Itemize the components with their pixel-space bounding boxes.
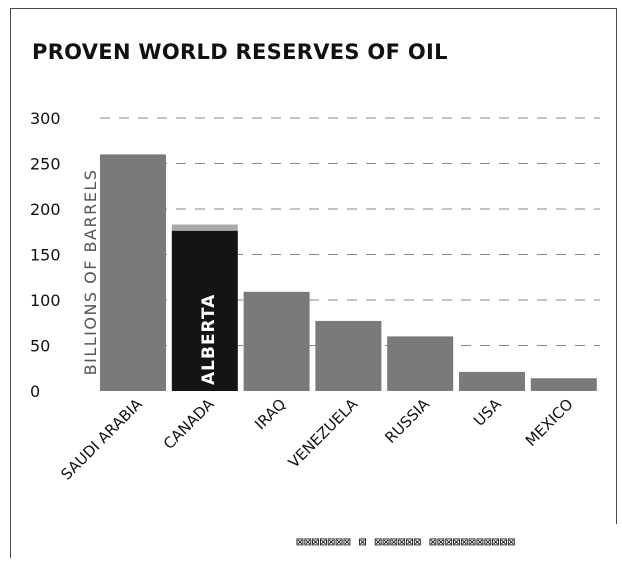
y-axis-label: BILLIONS OF BARRELS bbox=[81, 169, 100, 376]
bar bbox=[243, 291, 310, 391]
x-tick-label: RUSSIA bbox=[381, 395, 433, 447]
x-tick-label: MEXICO bbox=[522, 395, 577, 450]
source-credit: ⊠⊠⊠⊠⊠⊠⊠ ⊠ ⊠⊠⊠⊠⊠⊠ ⊠⊠⊠⊠⊠⊠⊠⊠⊠⊠⊠ bbox=[296, 535, 516, 550]
y-tick-label: 200 bbox=[30, 200, 61, 219]
x-tick-label: IRAQ bbox=[251, 395, 289, 433]
y-tick-label: 250 bbox=[30, 155, 61, 174]
bar bbox=[530, 378, 597, 391]
bar-remainder bbox=[171, 224, 238, 231]
y-tick-label: 0 bbox=[30, 382, 40, 401]
x-tick-label: CANADA bbox=[160, 395, 218, 453]
chart-frame bbox=[10, 8, 616, 558]
highlight-label: ALBERTA bbox=[199, 294, 219, 385]
y-tick-label: 150 bbox=[30, 246, 61, 265]
bar bbox=[100, 154, 166, 391]
bar-highlight bbox=[171, 230, 238, 391]
bar bbox=[459, 371, 525, 391]
chart-title: PROVEN WORLD RESERVES OF OIL bbox=[32, 40, 448, 64]
x-tick-label: SAUDI ARABIA bbox=[57, 395, 146, 484]
x-tick-label: VENEZUELA bbox=[285, 395, 362, 472]
y-tick-label: 100 bbox=[30, 291, 61, 310]
bar bbox=[387, 336, 454, 391]
y-tick-label: 300 bbox=[30, 109, 61, 128]
y-tick-label: 50 bbox=[30, 337, 50, 356]
x-tick-label: USA bbox=[470, 395, 505, 430]
chart-frame-right-edge bbox=[616, 8, 617, 524]
bar bbox=[315, 320, 382, 391]
